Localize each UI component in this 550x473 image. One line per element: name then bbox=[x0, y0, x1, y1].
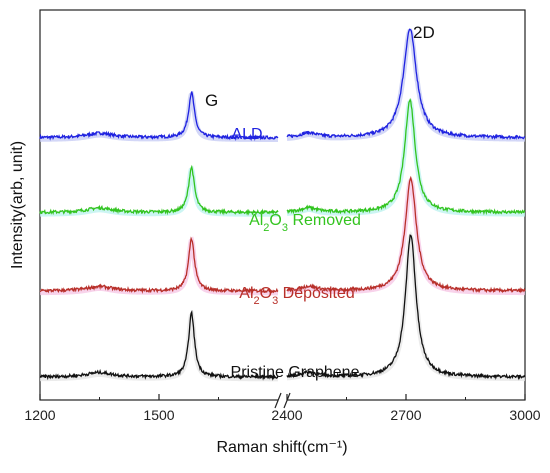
series-shadow-0-0 bbox=[39, 90, 278, 143]
axis-break-slash-left bbox=[274, 392, 282, 409]
x-tick-label-1500: 1500 bbox=[143, 407, 174, 423]
series-label-1: Al2O3 Removed bbox=[249, 212, 361, 234]
series-line-0-1 bbox=[286, 28, 526, 141]
series-label-0: ALD bbox=[231, 126, 262, 143]
series-shadow-3-1 bbox=[286, 231, 526, 382]
series-line-3-1 bbox=[286, 234, 526, 381]
x-ticks: 1200 1500 2400 2700 3000 bbox=[24, 394, 541, 423]
series-line-1-1 bbox=[286, 97, 526, 216]
x-tick-label-2700: 2700 bbox=[390, 407, 421, 423]
series-shadow-1-0 bbox=[40, 165, 278, 217]
x-axis-label: Raman shift(cm⁻¹) bbox=[216, 439, 347, 456]
series-line-1-0 bbox=[39, 164, 279, 216]
axis-break-gap bbox=[278, 395, 287, 405]
annotations: G 2D ALD Al2O3 Removed Al2O3 Deposited Pristi… bbox=[205, 23, 435, 381]
axis-break-slash-right bbox=[283, 392, 291, 409]
series-line-2-1 bbox=[286, 175, 526, 294]
y-axis-label: Intensity(arb, unit) bbox=[9, 141, 26, 269]
series-label-3: Pristine Graphene bbox=[231, 364, 360, 381]
axis-break bbox=[274, 392, 291, 409]
x-tick-label-3000: 3000 bbox=[509, 407, 540, 423]
series-label-2: Al2O3 Deposited bbox=[239, 285, 354, 307]
series-0 bbox=[39, 28, 526, 143]
series-2 bbox=[39, 175, 526, 296]
series-line-2-0 bbox=[39, 236, 279, 294]
x-tick-label-1200: 1200 bbox=[24, 407, 55, 423]
series-1 bbox=[39, 97, 526, 217]
series-line-3-0 bbox=[39, 309, 279, 381]
series-shadow-2-0 bbox=[39, 236, 278, 296]
series-3 bbox=[39, 231, 526, 382]
plot-frame bbox=[39, 9, 526, 401]
peak-label-2d: 2D bbox=[413, 23, 435, 42]
peak-label-g: G bbox=[205, 91, 218, 110]
series-layer bbox=[39, 28, 526, 382]
x-tick-label-2400: 2400 bbox=[271, 407, 302, 423]
series-line-0-0 bbox=[39, 91, 279, 142]
series-shadow-3-0 bbox=[39, 310, 279, 382]
